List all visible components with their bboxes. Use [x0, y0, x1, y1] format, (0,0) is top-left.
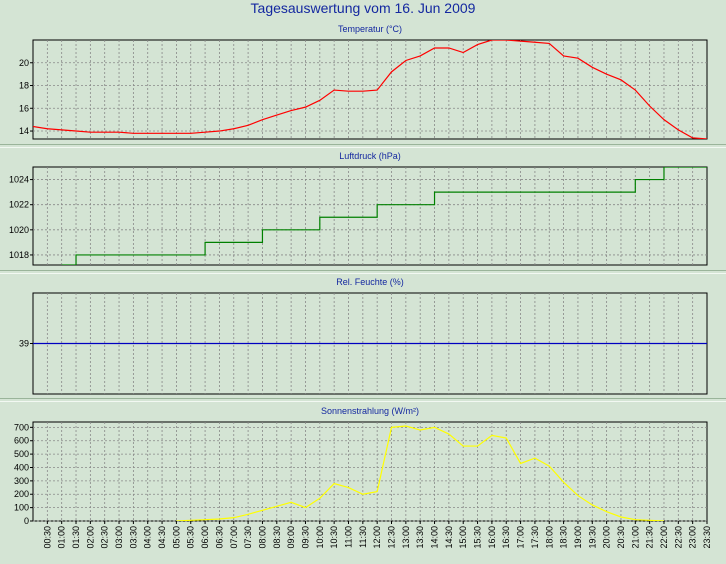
- x-tick-label: 18:00: [544, 526, 554, 549]
- x-tick-label: 01:00: [57, 526, 67, 549]
- x-tick-label: 10:30: [329, 526, 339, 549]
- x-tick-label: 01:30: [71, 526, 81, 549]
- y-tick-label: 200: [14, 489, 29, 499]
- radiation-series-line: [176, 425, 665, 521]
- panel-separator: [0, 270, 726, 274]
- x-tick-label: 04:30: [157, 526, 167, 549]
- x-tick-label: 17:00: [516, 526, 526, 549]
- y-tick-label: 39: [19, 339, 29, 349]
- x-tick-label: 23:00: [688, 526, 698, 549]
- pressure-chart-title: Luftdruck (hPa): [339, 151, 401, 161]
- humidity-chart-title: Rel. Feuchte (%): [336, 277, 404, 287]
- x-tick-label: 15:00: [458, 526, 468, 549]
- temperature-plot-frame: [32, 39, 708, 140]
- x-tick-label: 21:00: [630, 526, 640, 549]
- temperature-series-line: [33, 40, 707, 139]
- pressure-series-line: [61, 167, 707, 265]
- y-tick-label: 1022: [9, 200, 29, 210]
- y-tick-label: 20: [19, 58, 29, 68]
- x-tick-label: 08:00: [257, 526, 267, 549]
- x-tick-label: 23:30: [702, 526, 712, 549]
- x-tick-label: 19:30: [587, 526, 597, 549]
- x-tick-label: 02:30: [100, 526, 110, 549]
- x-tick-label: 20:30: [616, 526, 626, 549]
- panel-separator: [0, 144, 726, 148]
- x-tick-label: 07:30: [243, 526, 253, 549]
- x-tick-label: 21:30: [645, 526, 655, 549]
- y-tick-label: 700: [14, 422, 29, 432]
- x-tick-label: 15:30: [473, 526, 483, 549]
- y-tick-label: 500: [14, 449, 29, 459]
- x-tick-label: 06:30: [214, 526, 224, 549]
- x-tick-label: 11:30: [358, 526, 368, 548]
- x-tick-label: 14:00: [430, 526, 440, 549]
- page-title: Tagesauswertung vom 16. Jun 2009: [250, 0, 476, 16]
- y-tick-label: 400: [14, 462, 29, 472]
- y-tick-label: 18: [19, 81, 29, 91]
- x-tick-label: 18:30: [559, 526, 569, 549]
- temperature-chart-title: Temperatur (°C): [337, 24, 403, 34]
- x-tick-label: 05:00: [171, 526, 181, 549]
- radiation-plot-frame: [32, 421, 708, 522]
- x-tick-label: 04:00: [143, 526, 153, 549]
- y-tick-label: 1018: [9, 250, 29, 260]
- x-tick-label: 13:30: [415, 526, 425, 549]
- x-tick-label: 22:00: [659, 526, 669, 549]
- y-tick-label: 300: [14, 476, 29, 486]
- x-tick-label: 16:30: [501, 526, 511, 549]
- x-tick-label: 02:00: [85, 526, 95, 549]
- x-tick-label: 09:30: [300, 526, 310, 549]
- x-tick-label: 17:30: [530, 526, 540, 549]
- x-tick-label: 10:00: [315, 526, 325, 549]
- x-tick-label: 16:00: [487, 526, 497, 549]
- x-tick-label: 03:30: [128, 526, 138, 549]
- x-tick-label: 19:00: [573, 526, 583, 549]
- y-tick-label: 14: [19, 126, 29, 136]
- x-tick-label: 00:30: [42, 526, 52, 549]
- x-tick-label: 05:30: [186, 526, 196, 549]
- radiation-chart-title: Sonnenstrahlung (W/m²): [320, 406, 420, 416]
- y-tick-label: 1024: [9, 175, 29, 185]
- x-tick-label: 12:30: [387, 526, 397, 549]
- y-tick-label: 100: [14, 503, 29, 513]
- x-tick-label: 09:00: [286, 526, 296, 549]
- x-tick-label: 22:30: [673, 526, 683, 549]
- x-tick-label: 11:00: [343, 526, 353, 548]
- x-tick-label: 07:00: [229, 526, 239, 549]
- x-tick-label: 20:00: [602, 526, 612, 549]
- pressure-plot-frame: [32, 166, 708, 266]
- panel-separator: [0, 398, 726, 402]
- x-tick-label: 08:30: [272, 526, 282, 549]
- x-tick-label: 13:00: [401, 526, 411, 549]
- x-tick-label: 03:00: [114, 526, 124, 549]
- x-tick-label: 14:30: [444, 526, 454, 549]
- x-tick-label: 06:00: [200, 526, 210, 549]
- y-tick-label: 600: [14, 436, 29, 446]
- y-tick-label: 0: [24, 516, 29, 526]
- y-tick-label: 16: [19, 103, 29, 113]
- x-tick-label: 12:00: [372, 526, 382, 549]
- y-tick-label: 1020: [9, 225, 29, 235]
